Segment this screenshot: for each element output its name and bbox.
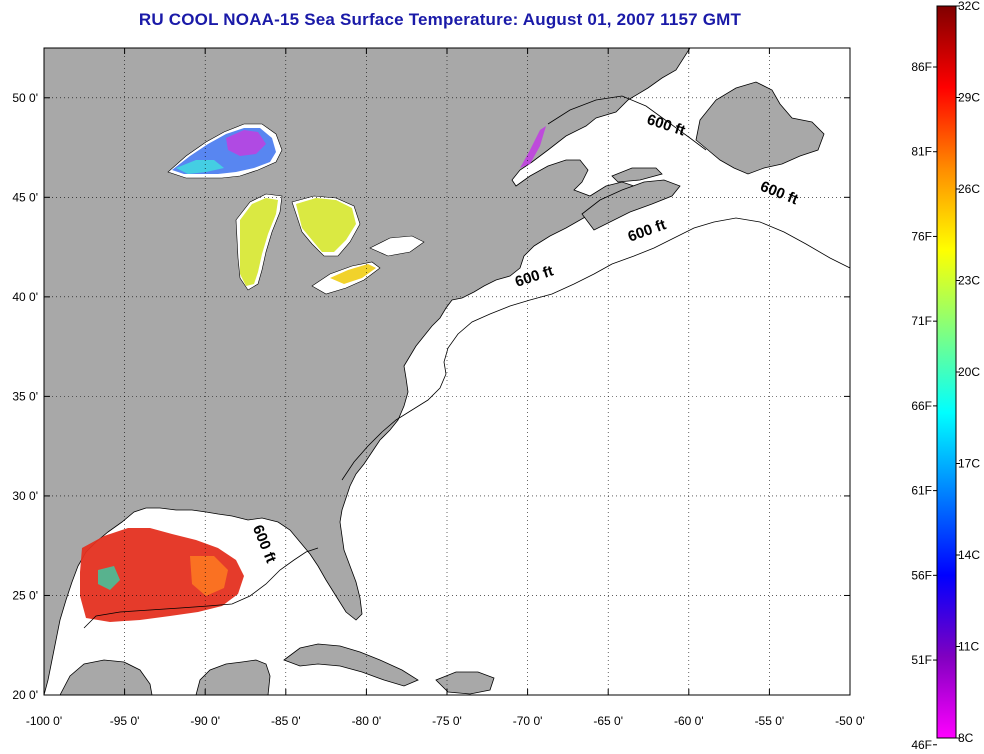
colorbar-celsius-label: 29C: [958, 91, 980, 105]
lat-tick-label: 20 0': [12, 688, 38, 702]
lon-tick-label: -75 0': [432, 714, 462, 728]
lat-tick-label: 45 0': [12, 190, 38, 204]
lake-huron-sst: [296, 198, 356, 252]
colorbar-celsius-label: 20C: [958, 365, 980, 379]
lat-tick-label: 50 0': [12, 91, 38, 105]
newfoundland-island: [695, 81, 825, 175]
colorbar-fahrenheit-label: 46F: [911, 738, 932, 752]
lon-tick-label: -80 0': [352, 714, 382, 728]
lat-tick-label: 40 0': [12, 290, 38, 304]
lake-michigan-sst: [240, 198, 278, 286]
lon-tick-label: -70 0': [513, 714, 543, 728]
lon-tick-label: -100 0': [26, 714, 62, 728]
colorbar-celsius-label: 14C: [958, 548, 980, 562]
lon-tick-label: -95 0': [110, 714, 140, 728]
gulf-of-mexico-sst-cool: [98, 566, 120, 590]
lon-tick-label: -85 0': [271, 714, 301, 728]
colorbar-fahrenheit-label: 81F: [911, 145, 932, 159]
gulf-of-mexico-sst: [80, 528, 244, 622]
colorbar-fahrenheit-label: 51F: [911, 653, 932, 667]
map-title: RU COOL NOAA-15 Sea Surface Temperature:…: [138, 10, 742, 29]
colorbar-fill: [936, 5, 957, 739]
anticosti-island: [611, 167, 663, 183]
colorbar-fahrenheit-label: 76F: [911, 229, 932, 243]
lat-tick-label: 25 0': [12, 588, 38, 602]
sst-overlay: [80, 126, 546, 622]
colorbar-celsius-label: 8C: [958, 731, 974, 745]
lake-superior-sst-warm: [226, 130, 266, 156]
nova-scotia-peninsula: [581, 179, 681, 231]
colorbar-fahrenheit-label: 66F: [911, 399, 932, 413]
colorbar-fahrenheit-label: 61F: [911, 484, 932, 498]
lake-erie-sst: [330, 264, 376, 284]
colorbar-fahrenheit-label: 71F: [911, 314, 932, 328]
yucatan-landmass: [195, 659, 271, 695]
north-america-landmass: [44, 48, 691, 695]
colorbar-celsius-label: 26C: [958, 182, 980, 196]
gulf-of-mexico-sst-orange: [190, 556, 228, 596]
lake-ontario: [369, 235, 425, 257]
colorbar-celsius-label: 23C: [958, 274, 980, 288]
lake-champlain-sst: [520, 126, 546, 168]
map-axes: -100 0' -95 0' -90 0' -85 0' -80 0' -75 0' -70…: [12, 48, 865, 728]
cuba-island: [283, 643, 419, 687]
isobath-gulf: [83, 547, 319, 629]
hispaniola-island: [435, 671, 495, 695]
isobath-atlantic: [341, 217, 850, 481]
lat-tick-label: 35 0': [12, 389, 38, 403]
mexico-south-landmass: [59, 659, 153, 695]
lon-tick-label: -60 0': [674, 714, 704, 728]
colorbar-celsius-label: 11C: [958, 640, 979, 654]
isobath-lines: [83, 95, 850, 629]
colorbar-fahrenheit-label: 56F: [911, 568, 932, 582]
lon-tick-label: -65 0': [593, 714, 623, 728]
lon-tick-label: -50 0': [835, 714, 865, 728]
colorbar-labels: 32C 29C 26C 23C 20C 17C 14C 11C 8C 86F 81F 76F 71F 66…: [911, 0, 980, 752]
lon-tick-label: -55 0': [755, 714, 785, 728]
lat-tick-label: 30 0': [12, 489, 38, 503]
colorbar-celsius-label: 32C: [958, 0, 980, 13]
lon-tick-label: -90 0': [190, 714, 220, 728]
colorbar-fahrenheit-label: 86F: [911, 60, 932, 74]
isobath-stlawrence: [547, 95, 707, 151]
lake-superior-sst-cyan: [176, 160, 224, 174]
colorbar-celsius-label: 17C: [958, 457, 980, 471]
